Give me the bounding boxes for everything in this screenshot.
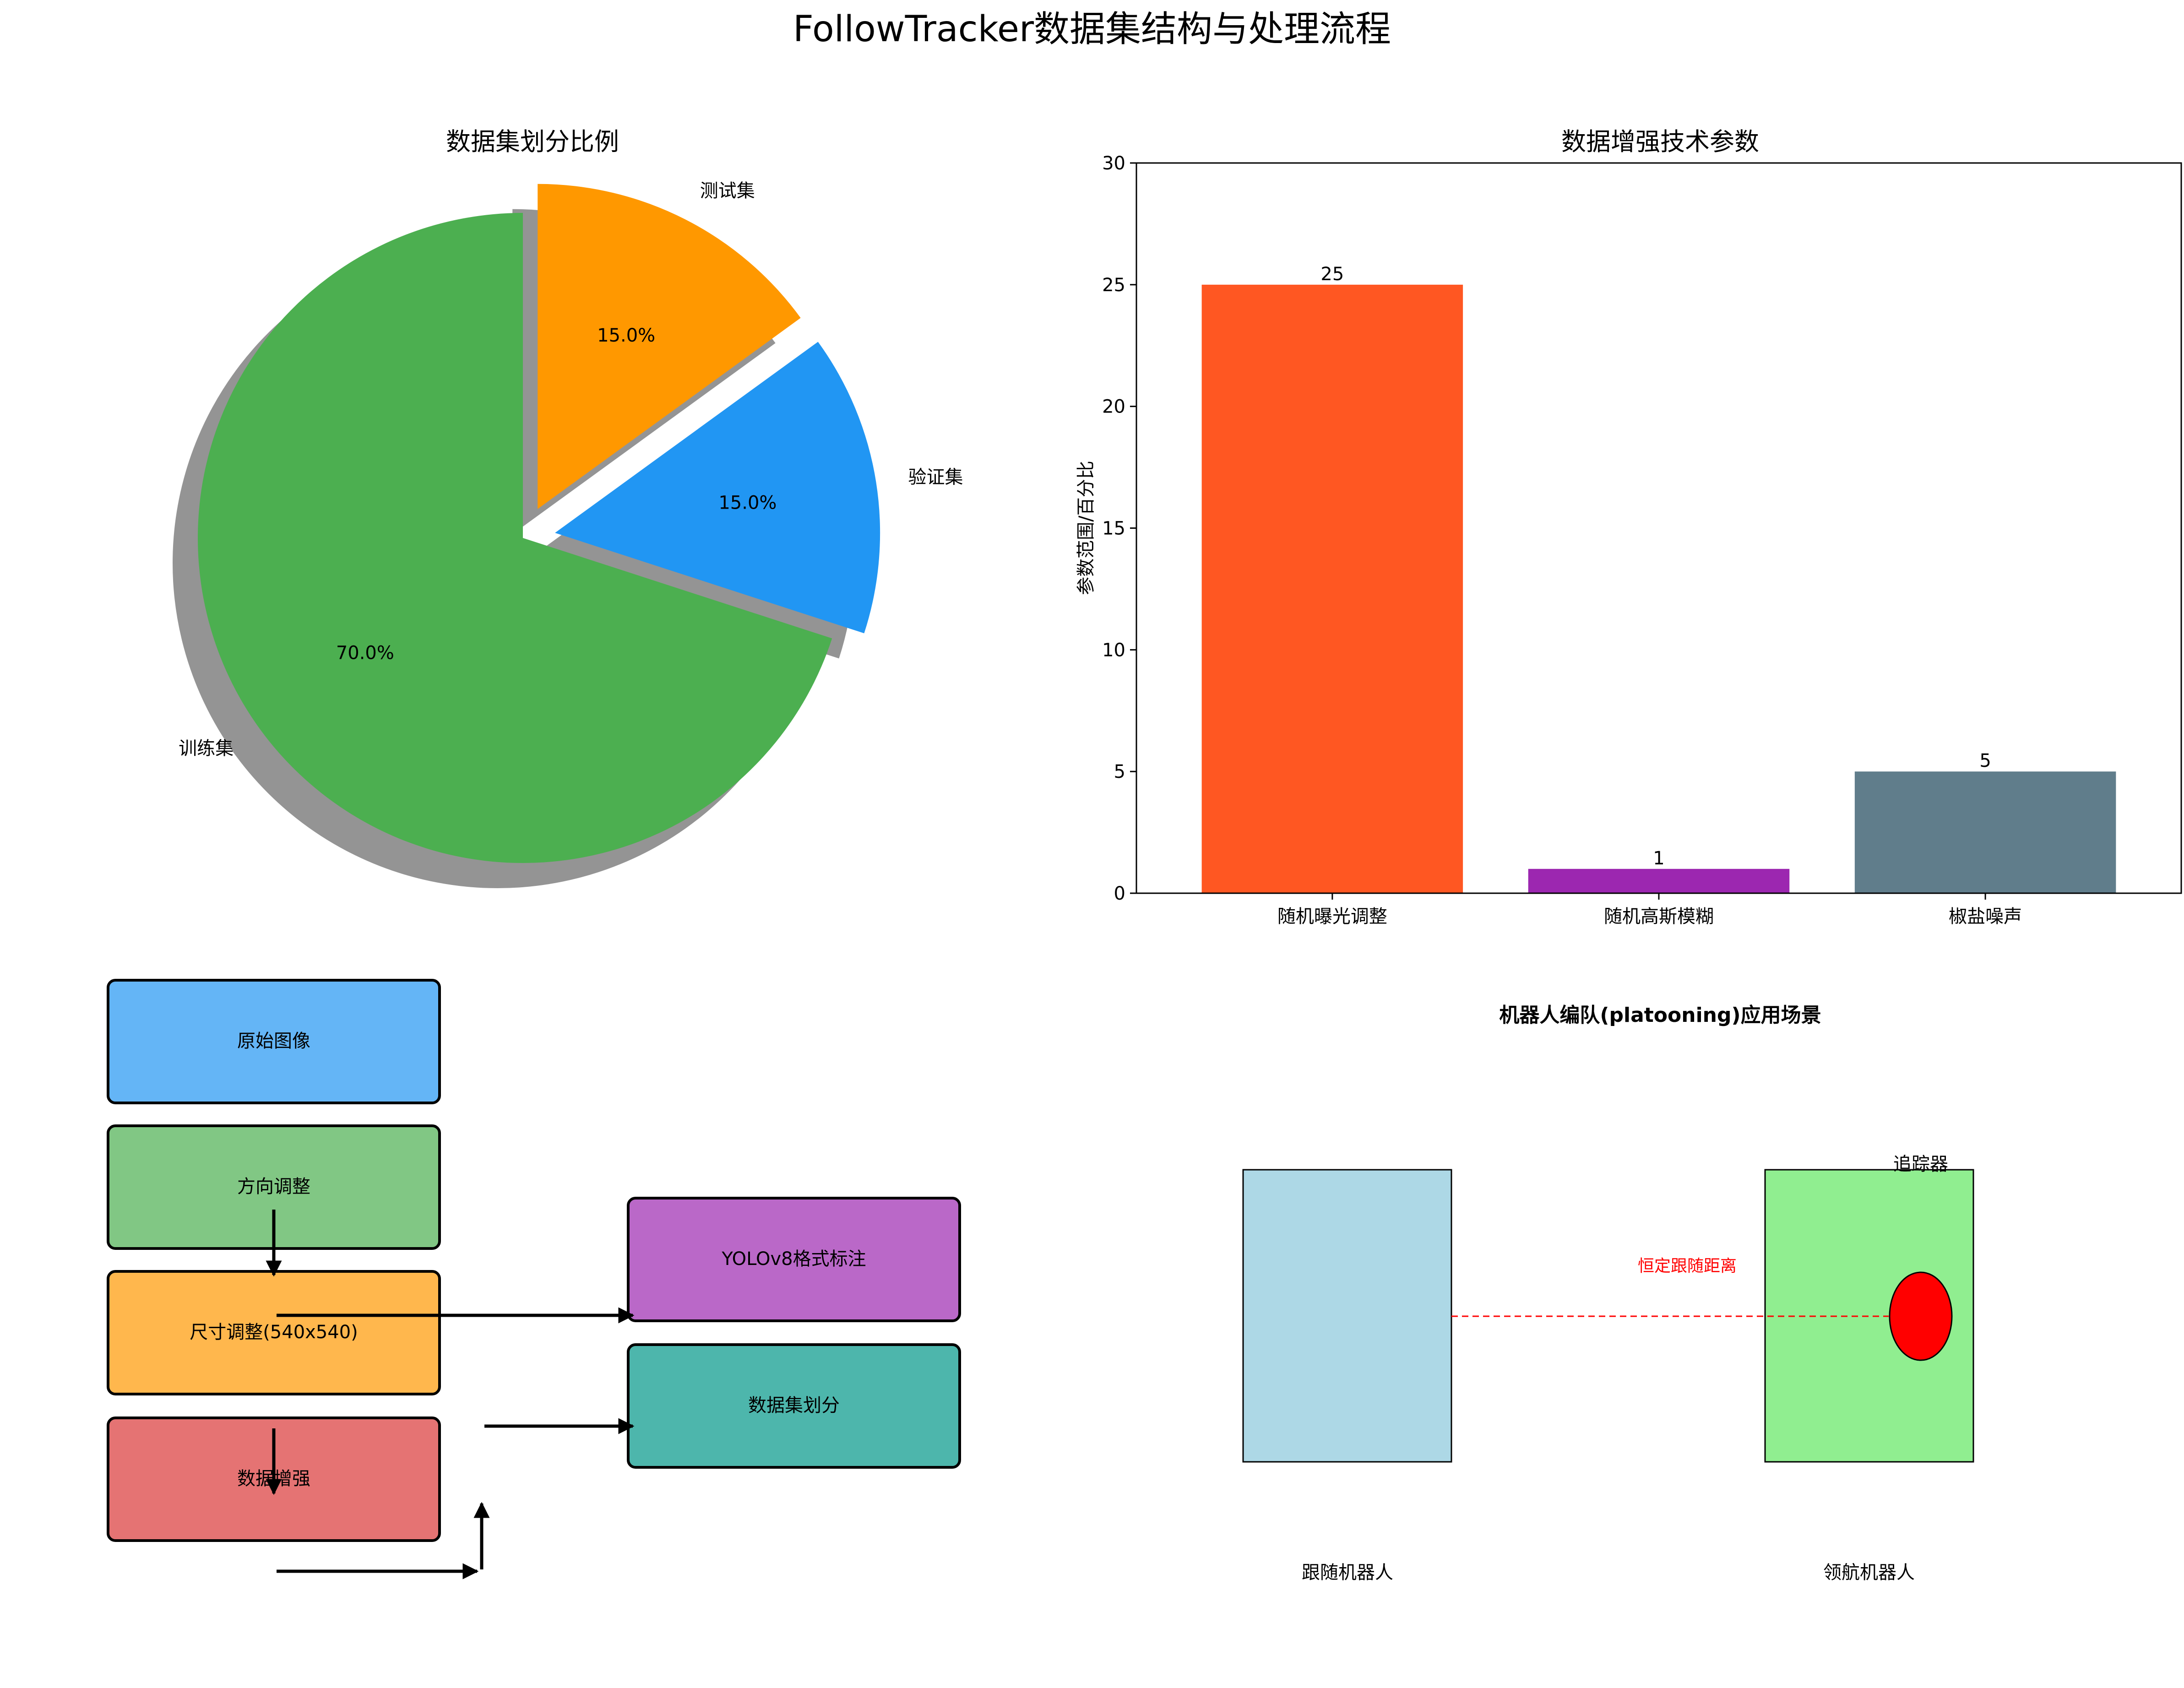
flow-box-original-image: 原始图像 xyxy=(107,979,441,1104)
pie-wedges xyxy=(197,184,880,863)
flow-box-yolo-annotation: YOLOv8格式标注 xyxy=(627,1197,961,1322)
bar-title: 数据增强技术参数 xyxy=(1561,127,1759,156)
pie-category-label: 验证集 xyxy=(908,467,963,488)
bar-value-label: 25 xyxy=(1320,264,1344,285)
scenario-diagram: 机器人编队(platooning)应用场景 追踪器 恒定跟随距离 跟随机器人 领… xyxy=(1242,1004,1974,1583)
y-tick-label: 10 xyxy=(1102,640,1125,661)
bar-x-tick-labels: 随机曝光调整 随机高斯模糊 椒盐噪声 xyxy=(1277,893,2022,927)
flow-label-yolo-annotation: YOLOv8格式标注 xyxy=(721,1248,866,1270)
pie-percent-label: 15.0% xyxy=(718,492,777,513)
bar-y-axis-label: 参数范围/百分比 xyxy=(1076,461,1097,595)
flow-label-resize: 尺寸调整(540x540) xyxy=(190,1322,358,1343)
pie-wedge-2 xyxy=(538,184,801,509)
pie-category-label: 测试集 xyxy=(700,180,755,201)
flow-box-dataset-split: 数据集划分 xyxy=(627,1343,961,1469)
leader-label: 领航机器人 xyxy=(1823,1562,1915,1583)
bar-chart: 数据增强技术参数 051015202530 2515 随机曝光调整 随机高斯模糊椒… xyxy=(1076,127,2182,927)
distance-label: 恒定跟随距离 xyxy=(1638,1257,1737,1275)
x-tick-label: 随机曝光调整 xyxy=(1277,906,1387,927)
bar-0 xyxy=(1201,284,1463,894)
y-tick-label: 20 xyxy=(1102,396,1125,418)
follower-robot xyxy=(1242,1169,1452,1463)
bar-y-ticks: 0 5 10 15 20 25 30 xyxy=(1102,153,1136,904)
bar-1 xyxy=(1528,868,1790,893)
tracker-label: 追踪器 xyxy=(1893,1154,1948,1175)
pie-title: 数据集划分比例 xyxy=(446,127,619,156)
flow-label-dataset-split: 数据集划分 xyxy=(748,1395,840,1416)
pie-labels: 70.0% 训练集 15.0% 验证集 15.0% 测试集 xyxy=(179,180,963,759)
y-tick-label: 15 xyxy=(1102,518,1125,539)
bar-value-label: 1 xyxy=(1653,848,1664,869)
pie-chart: 数据集划分比例 70.0% 训练集 15.0% 验证集 15.0% 测试集 xyxy=(172,127,963,888)
scenario-title: 机器人编队(platooning)应用场景 xyxy=(1499,1004,1821,1027)
x-tick-label: 椒盐噪声 xyxy=(1949,906,2022,927)
pie-category-label: 训练集 xyxy=(179,738,234,759)
x-tick-label: 随机高斯模糊 xyxy=(1604,906,1714,927)
pie-wedge-1 xyxy=(555,342,880,634)
bar-bars: 25 1 5 xyxy=(1201,264,2116,894)
y-tick-label: 30 xyxy=(1102,153,1125,174)
tracker-marker xyxy=(1889,1271,1953,1361)
y-tick-label: 25 xyxy=(1102,275,1125,296)
flow-label-original-image: 原始图像 xyxy=(237,1031,310,1052)
flow-box-resize: 尺寸调整(540x540) xyxy=(107,1270,441,1395)
flow-diagram: 原始图像 方向调整 尺寸调整(540x540) 数据增强 YOLOv8格式标注 … xyxy=(107,979,961,1579)
pie-percent-label: 15.0% xyxy=(597,325,655,346)
figure-title: FollowTracker数据集结构与处理流程 xyxy=(793,9,1391,50)
pie-wedge-0 xyxy=(197,213,832,863)
bar-axes-frame xyxy=(1135,162,2182,894)
flow-box-orientation: 方向调整 xyxy=(107,1124,441,1250)
pie-percent-label: 70.0% xyxy=(336,642,394,663)
follower-label: 跟随机器人 xyxy=(1302,1562,1393,1583)
flow-label-orientation: 方向调整 xyxy=(237,1176,310,1197)
bar-value-label: 5 xyxy=(1979,750,1991,771)
y-tick-label: 5 xyxy=(1114,761,1125,782)
y-tick-label: 0 xyxy=(1114,883,1125,904)
bar-2 xyxy=(1854,771,2116,893)
